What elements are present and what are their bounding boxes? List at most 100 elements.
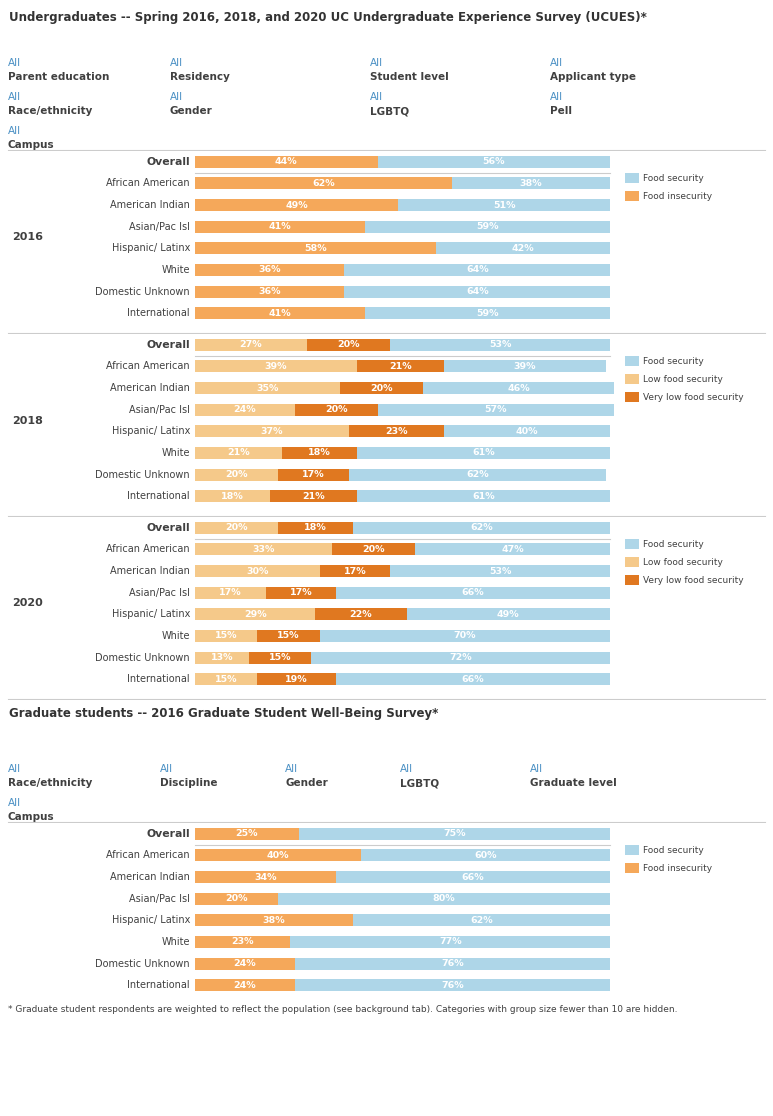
Text: Campus: Campus — [8, 812, 55, 822]
Text: 17%: 17% — [219, 588, 242, 597]
Text: 15%: 15% — [215, 675, 237, 684]
Bar — [291, 936, 610, 947]
Bar — [195, 958, 295, 970]
Bar — [340, 382, 424, 394]
Bar — [195, 849, 361, 862]
Bar — [195, 469, 278, 481]
Bar — [195, 404, 295, 415]
Bar — [349, 469, 606, 481]
Text: American Indian: American Indian — [110, 566, 190, 576]
Bar — [195, 156, 377, 167]
Bar — [195, 307, 365, 319]
Bar — [278, 469, 349, 481]
Bar — [365, 221, 610, 232]
Bar — [195, 177, 452, 190]
Text: American Indian: American Indian — [110, 383, 190, 393]
Text: 59%: 59% — [476, 309, 499, 318]
Text: Parent education: Parent education — [8, 73, 109, 81]
Bar — [195, 652, 249, 664]
Text: 15%: 15% — [278, 632, 300, 641]
Bar — [195, 448, 282, 459]
Text: Gender: Gender — [170, 106, 213, 116]
Bar — [436, 242, 610, 254]
Text: International: International — [128, 308, 190, 318]
Text: African American: African American — [107, 850, 190, 860]
Bar — [377, 404, 615, 415]
Bar — [257, 631, 319, 642]
Text: 56%: 56% — [482, 157, 505, 166]
Text: Overall: Overall — [146, 829, 190, 839]
Bar — [625, 393, 639, 403]
Text: All: All — [170, 58, 183, 68]
Text: 66%: 66% — [461, 588, 485, 597]
Text: International: International — [128, 674, 190, 684]
Text: African American: African American — [107, 179, 190, 189]
Bar — [195, 286, 345, 298]
Bar — [625, 576, 639, 586]
Text: Gender: Gender — [285, 778, 328, 788]
Text: 19%: 19% — [285, 675, 308, 684]
Bar — [195, 360, 357, 373]
Text: Applicant type: Applicant type — [550, 73, 636, 81]
Bar — [625, 846, 639, 856]
Bar — [295, 979, 610, 991]
Text: 24%: 24% — [233, 981, 256, 990]
Bar — [195, 543, 332, 556]
Text: 61%: 61% — [472, 492, 495, 501]
Bar — [195, 242, 436, 254]
Text: Undergraduates -- Spring 2016, 2018, and 2020 UC Undergraduate Experience Survey: Undergraduates -- Spring 2016, 2018, and… — [9, 10, 647, 23]
Text: 20%: 20% — [337, 340, 359, 349]
Text: 2018: 2018 — [12, 415, 43, 425]
Text: White: White — [162, 937, 190, 947]
Text: 61%: 61% — [472, 449, 495, 458]
Bar — [352, 522, 610, 533]
Text: 35%: 35% — [257, 384, 279, 393]
Text: 38%: 38% — [263, 916, 285, 925]
Text: 70%: 70% — [454, 632, 476, 641]
Bar — [625, 173, 639, 183]
Text: 39%: 39% — [264, 362, 288, 371]
Text: Domestic Unknown: Domestic Unknown — [95, 470, 190, 480]
Bar — [195, 828, 298, 839]
Bar — [195, 522, 278, 533]
Text: Race/ethnicity: Race/ethnicity — [8, 106, 93, 116]
Bar — [195, 893, 278, 905]
Bar — [625, 539, 639, 549]
Bar — [195, 199, 398, 211]
Bar — [278, 522, 352, 533]
Bar — [352, 914, 610, 926]
Text: 62%: 62% — [466, 470, 489, 479]
Text: Very low food security: Very low food security — [643, 576, 744, 585]
Text: Overall: Overall — [146, 339, 190, 349]
Text: All: All — [550, 92, 563, 102]
Text: 21%: 21% — [389, 362, 412, 371]
Text: Residency: Residency — [170, 73, 230, 81]
Bar — [625, 192, 639, 201]
Bar — [365, 307, 610, 319]
Text: American Indian: American Indian — [110, 872, 190, 882]
Text: All: All — [530, 764, 543, 775]
Text: 51%: 51% — [493, 201, 516, 210]
Text: 20%: 20% — [225, 470, 248, 479]
Text: Low food security: Low food security — [643, 558, 723, 567]
Text: 60%: 60% — [475, 850, 497, 860]
Text: All: All — [170, 92, 183, 102]
Text: 72%: 72% — [449, 653, 472, 662]
Text: Asian/Pac Isl: Asian/Pac Isl — [129, 894, 190, 904]
Text: 38%: 38% — [519, 179, 543, 187]
Text: 27%: 27% — [240, 340, 262, 349]
Text: Discipline: Discipline — [160, 778, 217, 788]
Text: African American: African American — [107, 362, 190, 372]
Bar — [195, 673, 257, 685]
Text: 24%: 24% — [233, 959, 256, 968]
Bar — [195, 936, 291, 947]
Text: 46%: 46% — [507, 384, 530, 393]
Bar — [424, 382, 615, 394]
Text: Campus: Campus — [8, 140, 55, 150]
Bar — [266, 587, 336, 598]
Text: Asian/Pac Isl: Asian/Pac Isl — [129, 222, 190, 232]
Text: All: All — [400, 764, 413, 775]
Text: White: White — [162, 448, 190, 458]
Bar — [298, 828, 610, 839]
Text: 23%: 23% — [385, 426, 407, 436]
